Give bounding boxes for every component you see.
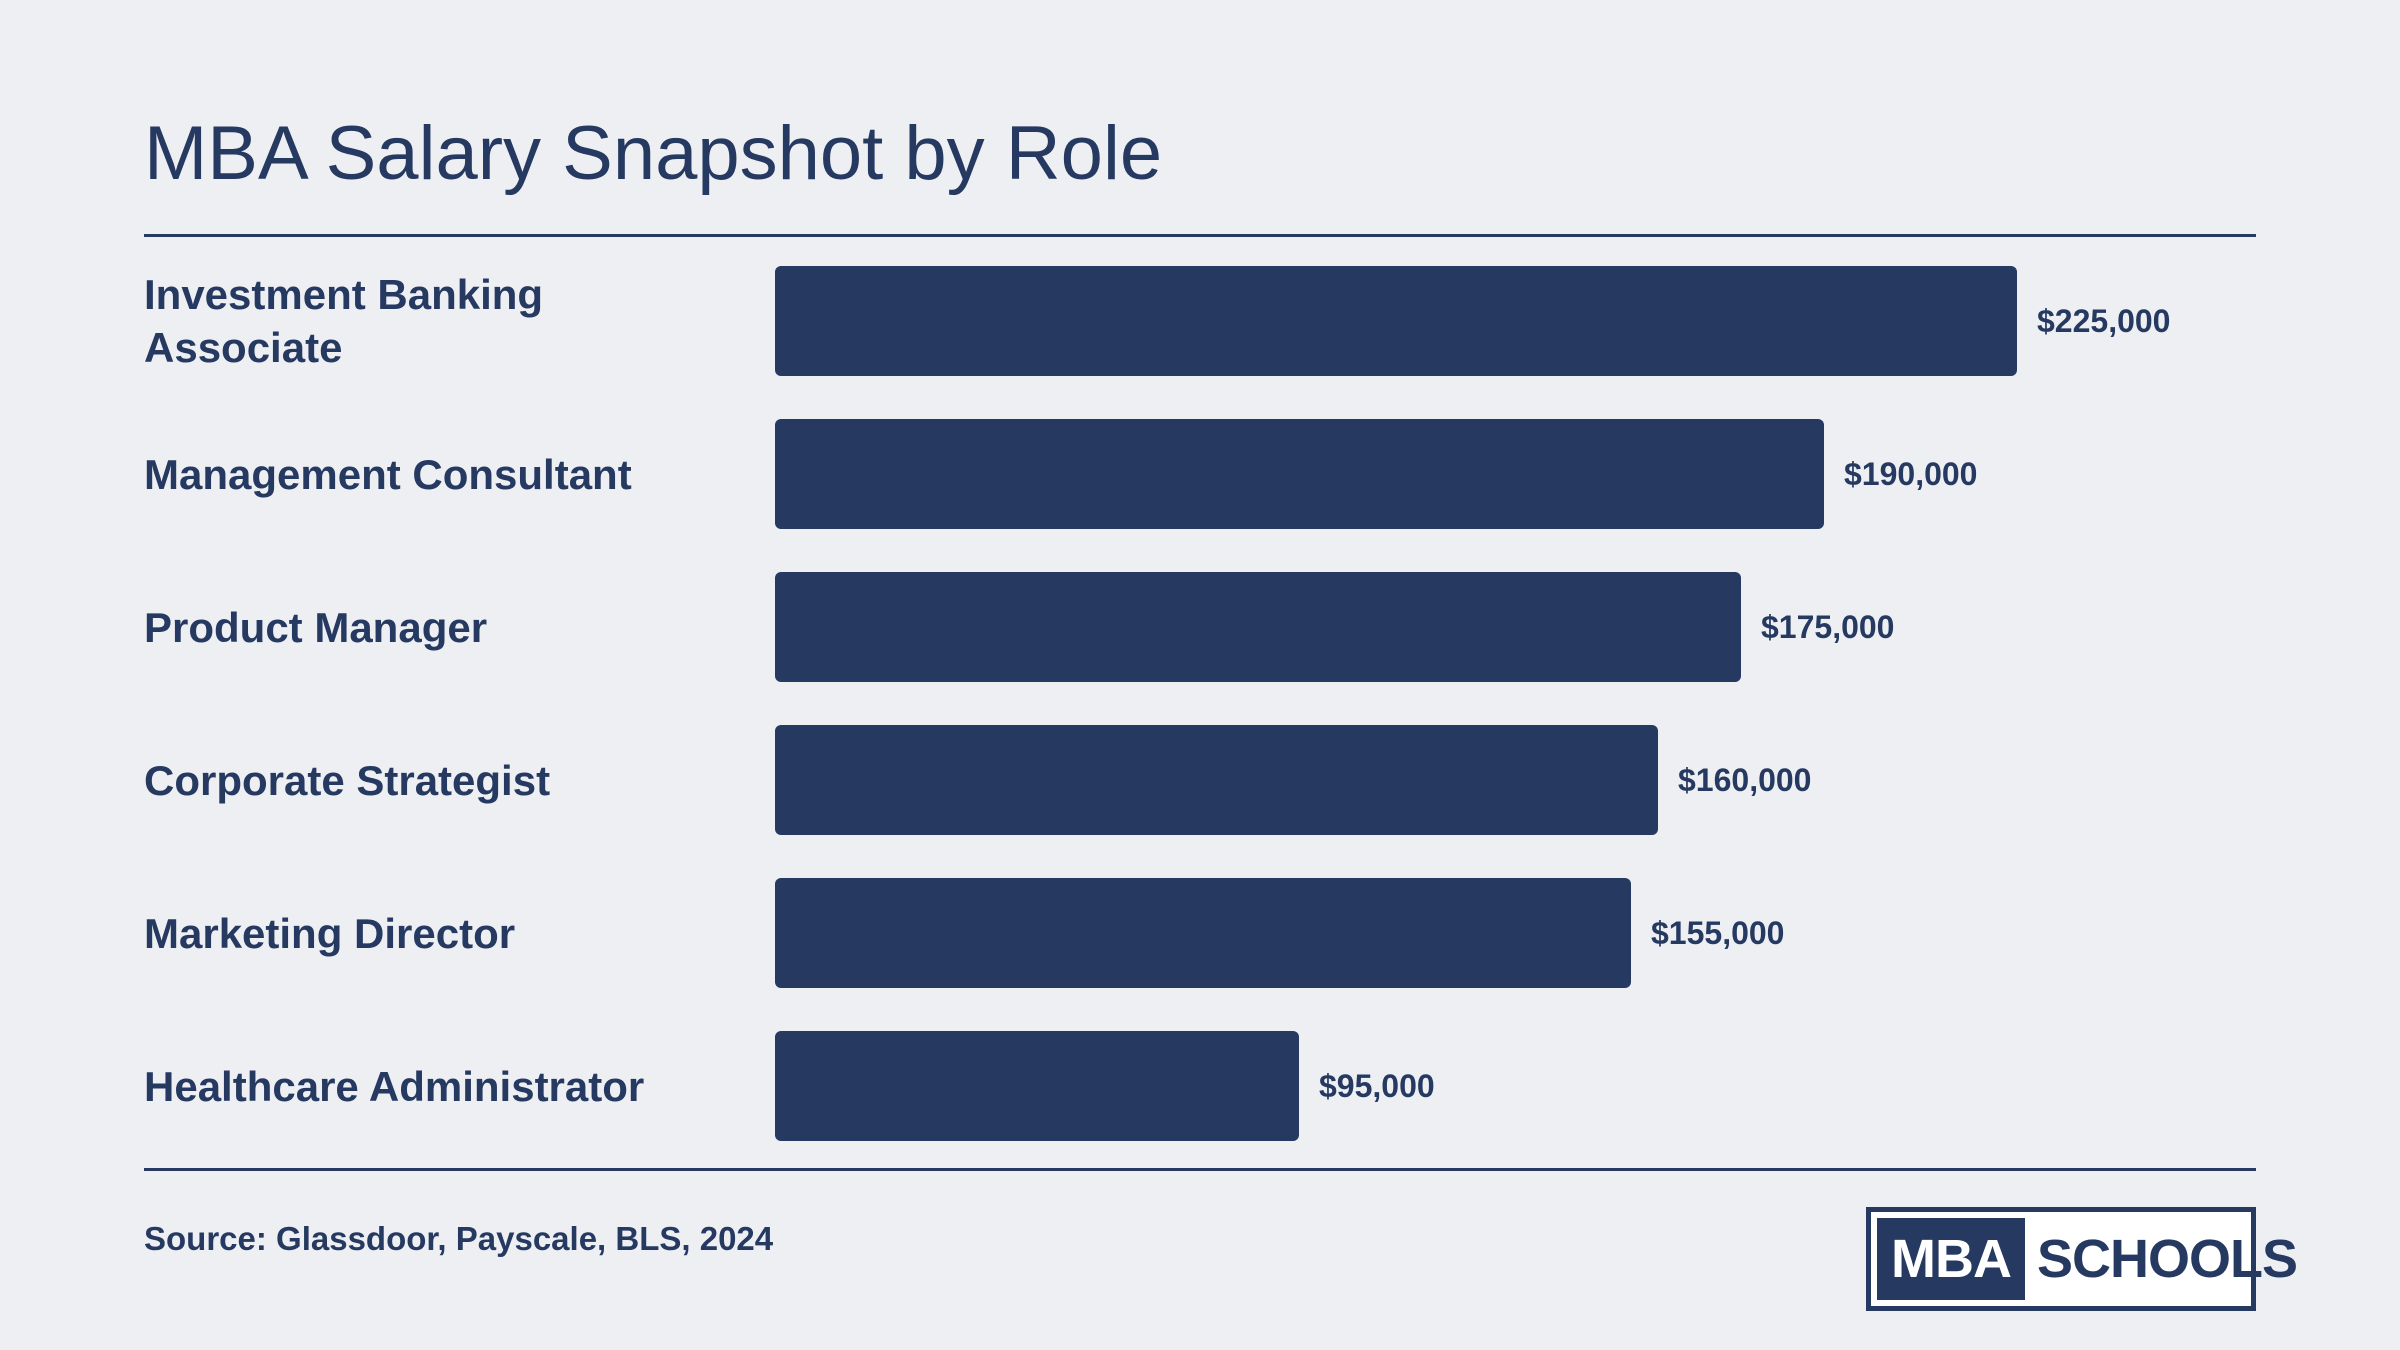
- bar-value-label: $190,000: [1844, 455, 1978, 492]
- bar-value-label: $175,000: [1761, 608, 1895, 645]
- bar: [775, 419, 1824, 529]
- bar: [775, 725, 1658, 835]
- category-label: Investment Banking Associate: [144, 271, 544, 371]
- category-label: Management Consultant: [144, 450, 632, 498]
- chart-title: MBA Salary Snapshot by Role: [144, 111, 1163, 196]
- bar-value-label: $95,000: [1319, 1067, 1435, 1104]
- category-label: Healthcare Administrator: [144, 1062, 645, 1110]
- top-divider: [144, 234, 2256, 237]
- bar-value-label: $225,000: [2037, 302, 2171, 339]
- bar-value-label: $155,000: [1651, 914, 1785, 951]
- logo-mba-text: MBA: [1877, 1218, 2025, 1300]
- category-label: Corporate Strategist: [144, 756, 551, 804]
- bar-value-label: $160,000: [1678, 761, 1812, 798]
- bar: [775, 1031, 1299, 1141]
- category-label: Marketing Director: [144, 909, 516, 957]
- source-note: Source: Glassdoor, Payscale, BLS, 2024: [144, 1220, 774, 1257]
- bar: [775, 266, 2017, 376]
- category-label: Product Manager: [144, 603, 488, 651]
- mba-schools-logo: MBA SCHOOLS: [1866, 1207, 2298, 1311]
- bottom-divider: [144, 1168, 2256, 1171]
- bar: [775, 878, 1631, 988]
- logo-schools-text: SCHOOLS: [2036, 1229, 2298, 1289]
- bar: [775, 572, 1741, 682]
